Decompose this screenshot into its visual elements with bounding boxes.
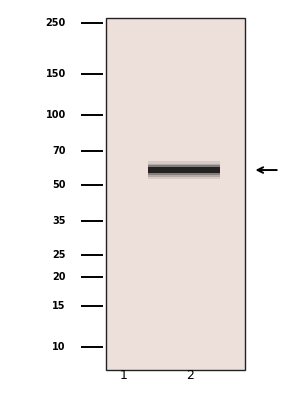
Bar (148, 161, 220, 179)
Text: 25: 25 (52, 250, 66, 260)
Text: 10: 10 (52, 342, 66, 352)
Bar (148, 164, 220, 176)
Text: 250: 250 (45, 18, 66, 28)
Text: 2: 2 (186, 369, 194, 382)
Text: 35: 35 (52, 216, 66, 226)
Bar (106, 18, 245, 370)
Bar (148, 165, 220, 175)
Bar (148, 168, 220, 173)
Text: 20: 20 (52, 272, 66, 282)
Text: 15: 15 (52, 301, 66, 311)
Text: 150: 150 (45, 70, 66, 80)
Bar (148, 167, 220, 174)
Text: 100: 100 (45, 110, 66, 120)
Text: 50: 50 (52, 180, 66, 190)
Text: 70: 70 (52, 146, 66, 156)
Text: 1: 1 (120, 369, 128, 382)
